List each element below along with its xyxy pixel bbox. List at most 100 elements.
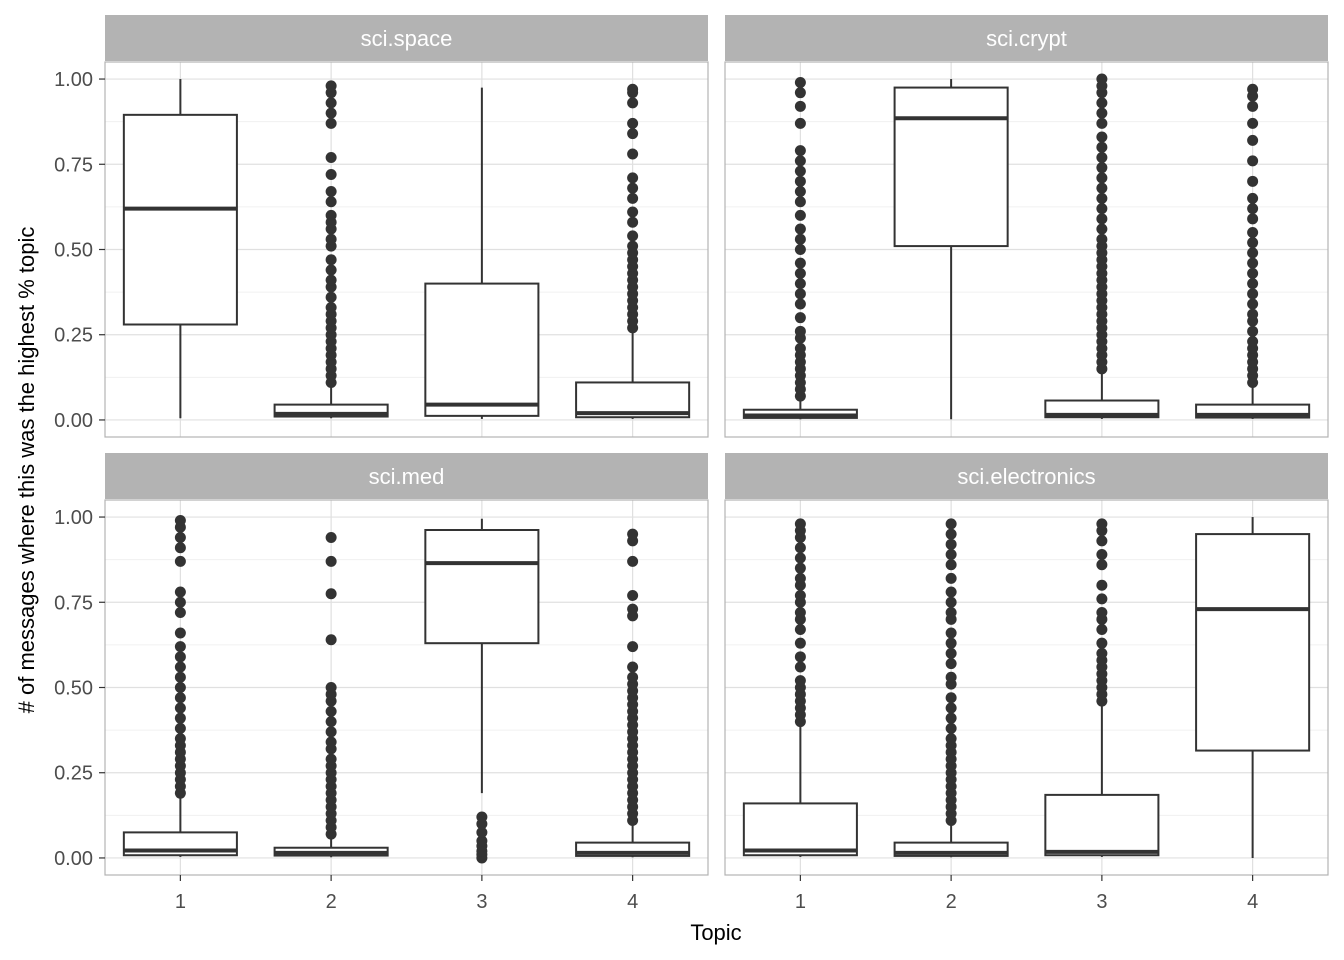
outlier-point (174, 532, 186, 543)
outlier-point (794, 325, 806, 337)
outlier-point (1096, 73, 1108, 85)
outlier-point (794, 572, 806, 584)
outlier-point (794, 624, 806, 636)
outlier-point (325, 117, 337, 129)
box-topic-3 (424, 518, 540, 864)
y-tick-label: 0.00 (54, 410, 93, 432)
outlier-point (174, 692, 186, 704)
outlier-point (174, 596, 186, 608)
outlier-point (794, 155, 806, 167)
outlier-point (174, 607, 186, 618)
outlier-point (794, 267, 806, 279)
outlier-point (1096, 579, 1108, 591)
outlier-point (627, 240, 639, 252)
outlier-point (1247, 213, 1259, 225)
outlier-point (1247, 247, 1259, 259)
box-topic-2 (893, 79, 1009, 420)
box-topic-3 (1044, 73, 1160, 419)
outlier-point (627, 206, 639, 218)
outlier-point (1247, 288, 1259, 300)
outlier-point (945, 637, 957, 649)
outlier-point (1247, 203, 1259, 215)
outlier-point (1096, 624, 1108, 636)
box-iqr (893, 86, 1009, 248)
outlier-point (325, 301, 337, 313)
y-tick-label: 0.75 (54, 154, 93, 176)
facet-strip (105, 15, 708, 61)
facet-strip (725, 453, 1328, 499)
facet-panel-sci-space: sci.space 0.00 0.25 0.50 0.75 1.00 (54, 15, 709, 438)
outlier-point (794, 165, 806, 177)
outlier-point (794, 312, 806, 324)
outlier-point (1096, 223, 1108, 235)
outlier-point (1247, 278, 1259, 290)
outlier-point (794, 637, 806, 649)
outlier-point (945, 692, 957, 704)
outlier-point (794, 518, 806, 530)
outlier-point (476, 811, 488, 823)
y-tick-label: 0.00 (54, 848, 93, 870)
box-topic-3 (424, 87, 540, 419)
panels-layer: sci.space 0.00 0.25 0.50 0.75 1.00 sci.crypt sc… (54, 15, 1329, 913)
outlier-point (325, 274, 337, 286)
outlier-point (325, 726, 337, 738)
facet-panel-sci-med: sci.med 0.00 0.25 0.50 0.75 1.00 1 2 3 4 (54, 453, 709, 913)
outlier-point (1096, 559, 1108, 571)
outlier-point (1247, 336, 1259, 348)
outlier-point (325, 555, 337, 567)
outlier-point (325, 291, 337, 303)
outlier-point (1247, 257, 1259, 269)
outlier-point (794, 661, 806, 673)
y-tick-label: 1.00 (54, 507, 93, 529)
y-tick-label: 0.50 (54, 678, 93, 700)
outlier-point (794, 100, 806, 112)
panel-border (724, 499, 1329, 876)
outlier-point (627, 172, 639, 184)
box-topic-1 (742, 518, 858, 857)
box-iqr (742, 802, 858, 857)
outlier-point (325, 634, 337, 646)
outlier-point (627, 182, 639, 194)
outlier-point (325, 682, 337, 693)
box-iqr (424, 282, 540, 417)
outlier-point (627, 128, 639, 140)
outlier-point (627, 603, 639, 615)
facet-strip (105, 453, 708, 499)
outlier-point (627, 528, 639, 540)
outlier-point (325, 532, 337, 543)
outlier-point (794, 76, 806, 88)
outlier-point (794, 87, 806, 99)
outlier-point (794, 298, 806, 310)
outlier-point (627, 117, 639, 129)
outlier-point (325, 264, 337, 276)
panel-border (724, 61, 1329, 438)
outlier-point (794, 607, 806, 618)
outlier-point (945, 658, 957, 670)
outlier-point (794, 675, 806, 687)
x-tick-label: 2 (946, 891, 957, 913)
box-topic-1 (122, 514, 238, 857)
facet-strip-label: sci.space (361, 26, 453, 51)
outlier-point (325, 716, 337, 728)
facet-strip (725, 15, 1328, 61)
outlier-point (325, 705, 337, 717)
outlier-point (1247, 134, 1259, 146)
outlier-point (1247, 325, 1259, 337)
outlier-point (325, 254, 337, 266)
outlier-point (1096, 593, 1108, 605)
outlier-point (325, 736, 337, 748)
outlier-point (794, 542, 806, 554)
outlier-point (945, 627, 957, 639)
box-topic-4 (1195, 83, 1311, 419)
x-tick-label: 4 (627, 891, 638, 913)
outlier-point (1096, 172, 1108, 184)
outlier-point (627, 661, 639, 673)
outlier-point (1096, 607, 1108, 618)
outlier-point (945, 712, 957, 724)
outlier-point (1096, 192, 1108, 204)
outlier-point (325, 186, 337, 198)
outlier-point (627, 216, 639, 228)
outlier-point (794, 145, 806, 157)
outlier-point (794, 562, 806, 574)
outlier-point (627, 589, 639, 601)
